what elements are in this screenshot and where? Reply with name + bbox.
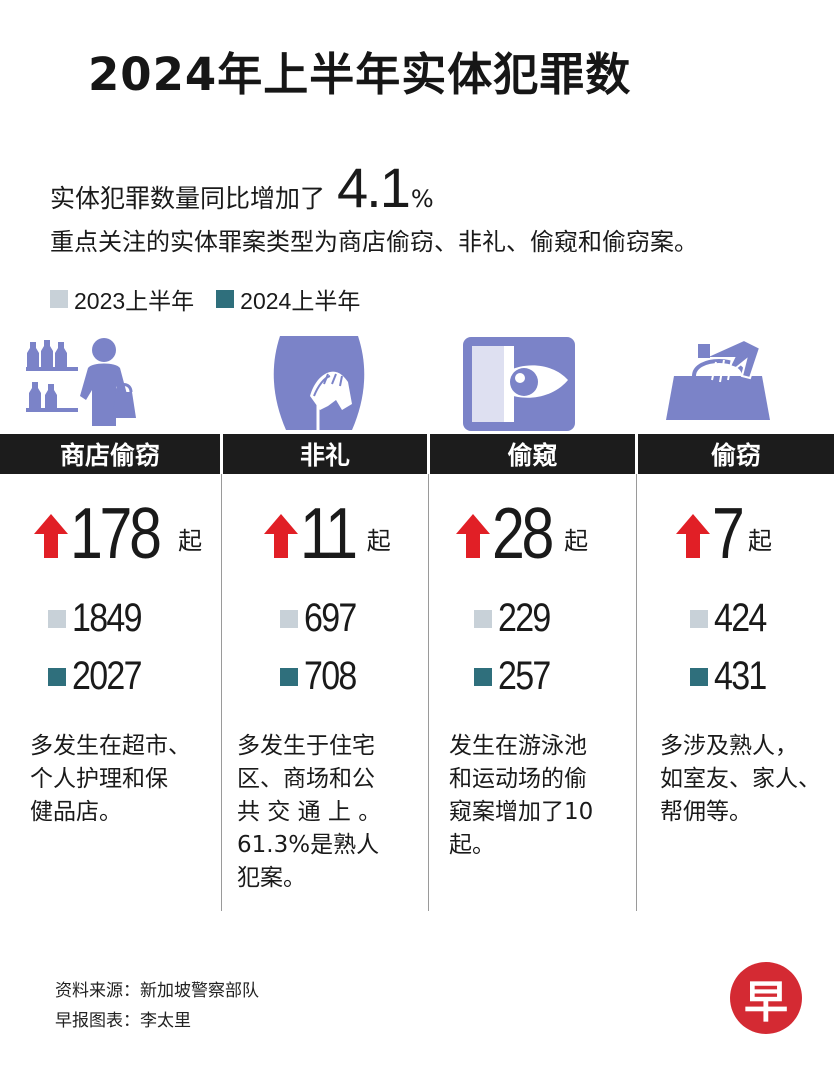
- note-line: 61.3%是熟人: [237, 832, 380, 858]
- molestation-increase: 11 起: [264, 490, 391, 570]
- column-divider: [636, 474, 637, 911]
- category-peeping-label: 偷窥: [507, 441, 558, 470]
- increase-unit: 起: [366, 527, 391, 555]
- legend-item-2024: 2024上半年: [216, 282, 360, 316]
- swatch-2023: [280, 609, 298, 628]
- theft-increase-value: 7: [712, 494, 745, 574]
- summary-percent-unit: %: [410, 185, 434, 213]
- note-line: 区、商场和公: [237, 766, 375, 792]
- note-line: 多发生在超市、: [30, 733, 191, 759]
- theft-increase: 7 起: [676, 490, 772, 570]
- source-line: 资料来源：新加坡警察部队: [55, 981, 259, 1001]
- note-line: 窥案增加了10: [449, 799, 594, 825]
- theft-2023-value: 424: [690, 596, 775, 641]
- note-line: 如室友、家人、: [660, 766, 821, 792]
- column-divider: [221, 474, 222, 911]
- increase-unit: 起: [178, 527, 203, 555]
- summary-percent-value: 4.1: [337, 156, 411, 219]
- note-line: 共 交 通 上 。: [237, 799, 382, 825]
- summary-line-2: 重点关注的实体罪案类型为商店偷窃、非礼、偷窥和偷窃案。: [50, 228, 698, 256]
- note-line: 健品店。: [30, 799, 122, 825]
- swatch-2023: [48, 609, 66, 628]
- up-arrow-icon: [34, 514, 68, 558]
- peeping-2024-value: 257: [474, 654, 559, 699]
- legend-label-2024: 2024上半年: [240, 288, 361, 314]
- swatch-2024: [48, 667, 66, 686]
- molestation-note: 多发生于住宅 区、商场和公 共 交 通 上 。 61.3%是熟人 犯案。: [237, 730, 381, 895]
- note-line: 个人护理和保: [30, 766, 168, 792]
- note-line: 和运动场的偷: [449, 766, 587, 792]
- column-divider: [428, 474, 429, 911]
- page-title: 2024年上半年实体犯罪数: [88, 48, 632, 101]
- summary-line-1: 实体犯罪数量同比增加了 4.1 %: [50, 160, 434, 216]
- peeping-2023-value: 229: [474, 596, 559, 641]
- summary-prefix: 实体犯罪数量同比增加了: [50, 184, 326, 213]
- value-text: 431: [714, 654, 767, 698]
- shoplifting-note: 多发生在超市、 个人护理和保 健品店。: [30, 730, 191, 829]
- note-line: 多发生于住宅: [237, 733, 375, 759]
- header-separator: [427, 434, 430, 474]
- category-shoplifting-label: 商店偷窃: [59, 441, 160, 470]
- note-line: 多涉及熟人，: [660, 733, 798, 759]
- value-text: 424: [714, 596, 767, 640]
- eye-peeping-icon: [463, 337, 575, 431]
- molestation-2024-value: 708: [280, 654, 365, 699]
- category-header-bar: [0, 434, 834, 474]
- peeping-increase: 28 起: [456, 490, 588, 570]
- up-arrow-icon: [676, 514, 710, 558]
- peeping-note: 发生在游泳池 和运动场的偷 窥案增加了10 起。: [449, 730, 593, 862]
- peeping-increase-value: 28: [492, 494, 554, 574]
- note-line: 犯案。: [237, 865, 306, 891]
- zaobao-logo: 早: [730, 962, 802, 1034]
- increase-unit: 起: [564, 527, 589, 555]
- swatch-2024: [280, 667, 298, 686]
- source-credits: 资料来源：新加坡警察部队 早报图表：李太里: [55, 976, 259, 1036]
- theft-note: 多涉及熟人， 如室友、家人、 帮佣等。: [660, 730, 821, 829]
- shoplifting-increase-value: 178: [70, 494, 162, 574]
- value-text: 229: [498, 596, 551, 640]
- legend-label-2023: 2023上半年: [74, 288, 195, 314]
- category-theft-label: 偷窃: [710, 441, 761, 470]
- value-text: 257: [498, 654, 551, 698]
- legend-swatch-2024: [216, 290, 235, 308]
- swatch-2023: [474, 609, 492, 628]
- value-text: 708: [304, 654, 357, 698]
- shoplifting-increase: 178 起: [34, 490, 202, 570]
- molestation-2023-value: 697: [280, 596, 365, 641]
- credit-line: 早报图表：李太里: [55, 1011, 191, 1031]
- value-text: 2027: [72, 654, 143, 698]
- category-molestation-label: 非礼: [299, 441, 350, 470]
- legend: 2023上半年 2024上半年: [50, 282, 382, 316]
- up-arrow-icon: [456, 514, 490, 558]
- molestation-icon: [273, 336, 365, 430]
- swatch-2024: [690, 667, 708, 686]
- swatch-2024: [474, 667, 492, 686]
- legend-item-2023: 2023上半年: [50, 282, 194, 316]
- note-line: 发生在游泳池: [449, 733, 587, 759]
- value-text: 1849: [72, 596, 143, 640]
- header-separator: [220, 434, 223, 474]
- legend-swatch-2023: [50, 290, 68, 308]
- value-text: 697: [304, 596, 357, 640]
- shoplifting-icon: [26, 338, 136, 426]
- note-line: 起。: [449, 832, 495, 858]
- note-line: 帮佣等。: [660, 799, 752, 825]
- molestation-increase-value: 11: [300, 494, 358, 574]
- shoplifting-2024-value: 2027: [48, 654, 153, 699]
- header-separator: [635, 434, 638, 474]
- theft-2024-value: 431: [690, 654, 775, 699]
- swatch-2023: [690, 609, 708, 628]
- pickpocket-icon: [666, 338, 770, 420]
- up-arrow-icon: [264, 514, 298, 558]
- increase-unit: 起: [748, 527, 773, 555]
- shoplifting-2023-value: 1849: [48, 596, 153, 641]
